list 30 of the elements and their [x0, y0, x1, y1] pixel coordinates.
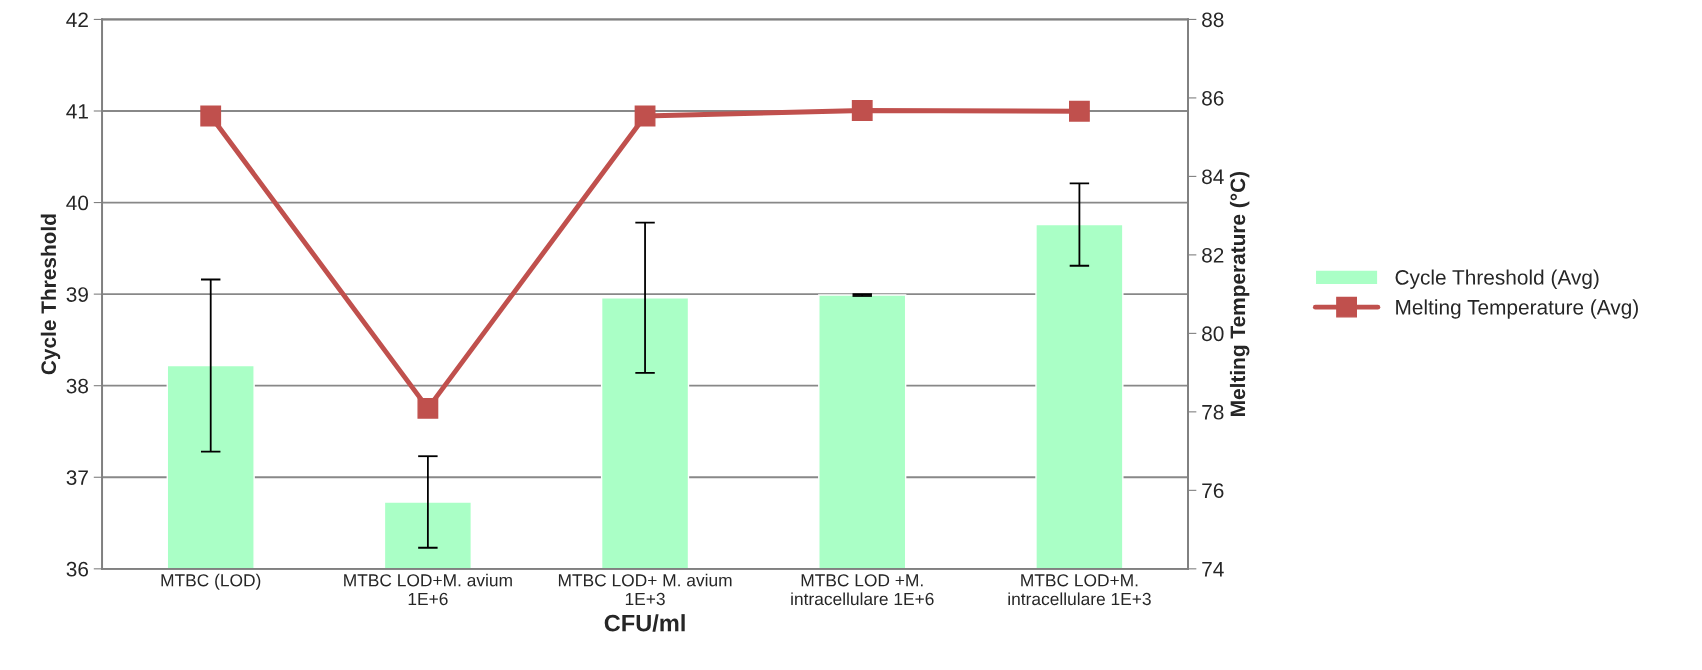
y-tick-label: 37 — [66, 470, 88, 486]
y2-tick-label: 78 — [1202, 404, 1224, 420]
y-tick-label: 39 — [66, 287, 88, 302]
point — [851, 100, 873, 121]
point — [417, 397, 439, 419]
y2-tick-label: 82 — [1202, 247, 1224, 263]
x-tick-label: MTBC LOD +M. intracellulare 1E+6 — [791, 574, 934, 606]
y2-tick-label: 74 — [1202, 562, 1224, 577]
y2-tick-label: 76 — [1202, 483, 1224, 499]
point — [634, 105, 656, 127]
y2-axis-title: Melting Temperature (°C) — [1229, 171, 1250, 416]
y2-tick-label: 80 — [1202, 326, 1224, 342]
y2-tick-label: 88 — [1202, 12, 1224, 28]
x-tick-label: MTBC LOD+M. intracellulare 1E+3 — [1008, 574, 1151, 606]
y-tick-label: 36 — [66, 561, 89, 577]
y-tick-label: 38 — [66, 378, 89, 394]
y-axis-title: Cycle Threshold — [40, 214, 61, 375]
x-tick-label: MTBC LOD+M. avium 1E+6 — [344, 573, 512, 606]
x-tick-label: MTBC (LOD) — [161, 573, 261, 590]
y-tick-label: 40 — [66, 195, 89, 211]
x-tick-label: MTBC LOD+ M. avium 1E+3 — [558, 573, 732, 606]
y-tick-label: 42 — [66, 12, 88, 27]
y2-tick-label: 84 — [1202, 169, 1224, 185]
point — [1068, 100, 1090, 122]
y2-tick-label: 86 — [1202, 90, 1224, 106]
x-axis-title: CFU/ml — [604, 614, 685, 632]
legend-label: Cycle Threshold (Avg) — [1395, 269, 1599, 289]
legend-label: Melting Temperature (Avg) — [1396, 299, 1638, 319]
y-tick-label: 41 — [66, 104, 88, 119]
point — [200, 105, 222, 127]
